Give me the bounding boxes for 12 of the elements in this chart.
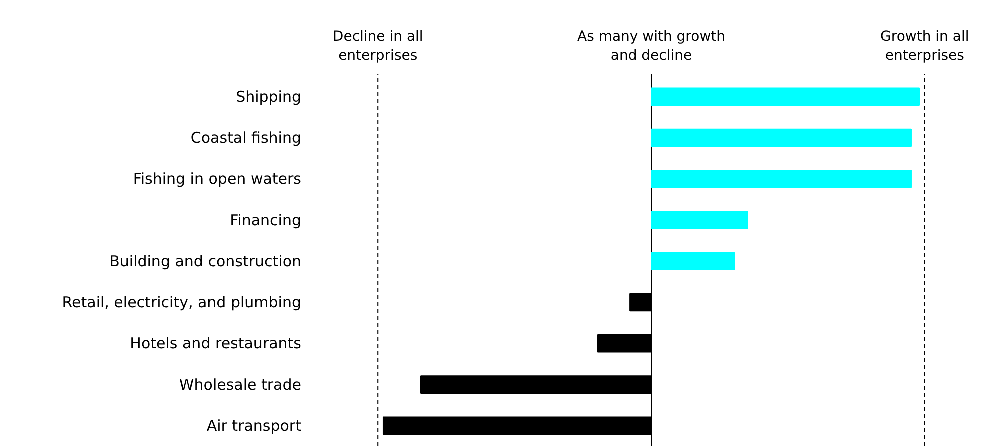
y-tick-label: Building and construction	[110, 252, 302, 270]
y-tick-label: Financing	[230, 211, 302, 230]
y-tick-label: Fishing in open waters	[133, 170, 302, 188]
y-tick-label: Hotels and restaurants	[130, 334, 302, 353]
y-tick-label: Wholesale trade	[179, 376, 302, 394]
y-tick-label: Coastal fishing	[190, 129, 302, 148]
y-tick-label: Retail, electricity, and plumbing	[62, 294, 302, 312]
ref-line-label: As many with growth and decline	[577, 28, 726, 64]
y-tick-label: Air transport	[206, 416, 302, 435]
ref-line-label: Growth in all enterprises	[880, 28, 970, 64]
y-tick-label: Shipping	[236, 88, 302, 106]
ref-line-label: Decline in all enterprises	[332, 28, 424, 64]
